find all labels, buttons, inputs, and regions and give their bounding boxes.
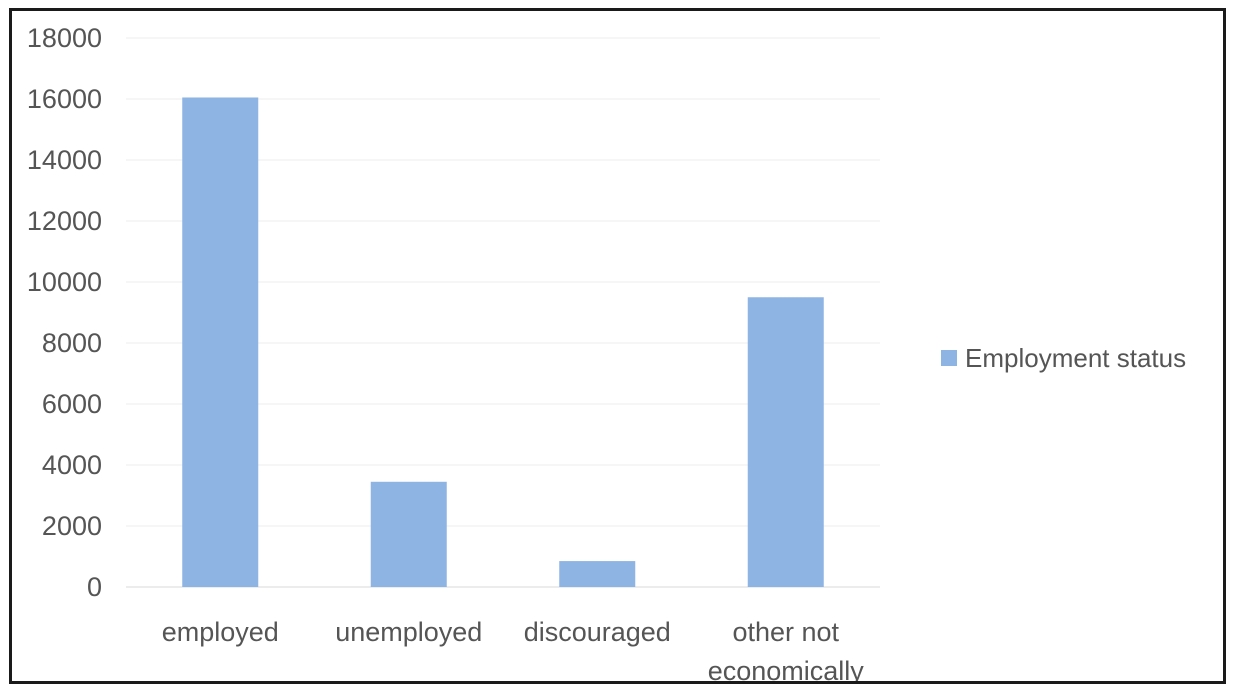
x-axis-categories: employed unemployed discouraged other not ec… (162, 617, 865, 681)
y-tick-label: 12000 (27, 206, 102, 236)
y-tick-label: 6000 (42, 389, 102, 419)
bar-employed (182, 97, 259, 587)
y-tick-label: 2000 (42, 511, 102, 541)
bar-discouraged (559, 561, 636, 587)
y-tick-label: 4000 (42, 450, 102, 480)
bars (182, 97, 824, 587)
bar-unemployed (370, 481, 447, 587)
x-category-label: discouraged (524, 617, 671, 647)
y-axis-ticks: 0 2000 4000 6000 8000 10000 12000 14000 16000 180… (27, 23, 102, 602)
y-tick-label: 14000 (27, 145, 102, 175)
bar-other-not-economically (747, 297, 824, 587)
x-category-label: other not economically (708, 617, 865, 681)
y-tick-label: 10000 (27, 267, 102, 297)
legend: Employment status (941, 343, 1186, 373)
legend-swatch (941, 350, 957, 366)
legend-label: Employment status (965, 343, 1186, 373)
y-tick-label: 18000 (27, 23, 102, 53)
y-tick-label: 8000 (42, 328, 102, 358)
y-tick-label: 16000 (27, 84, 102, 114)
bar-chart: 0 2000 4000 6000 8000 10000 12000 14000 16000 180… (27, 23, 1186, 681)
x-category-label: employed (162, 617, 279, 647)
y-tick-label: 0 (87, 572, 102, 602)
x-category-label: unemployed (335, 617, 482, 647)
chart-frame: 0 2000 4000 6000 8000 10000 12000 14000 16000 180… (9, 8, 1226, 684)
